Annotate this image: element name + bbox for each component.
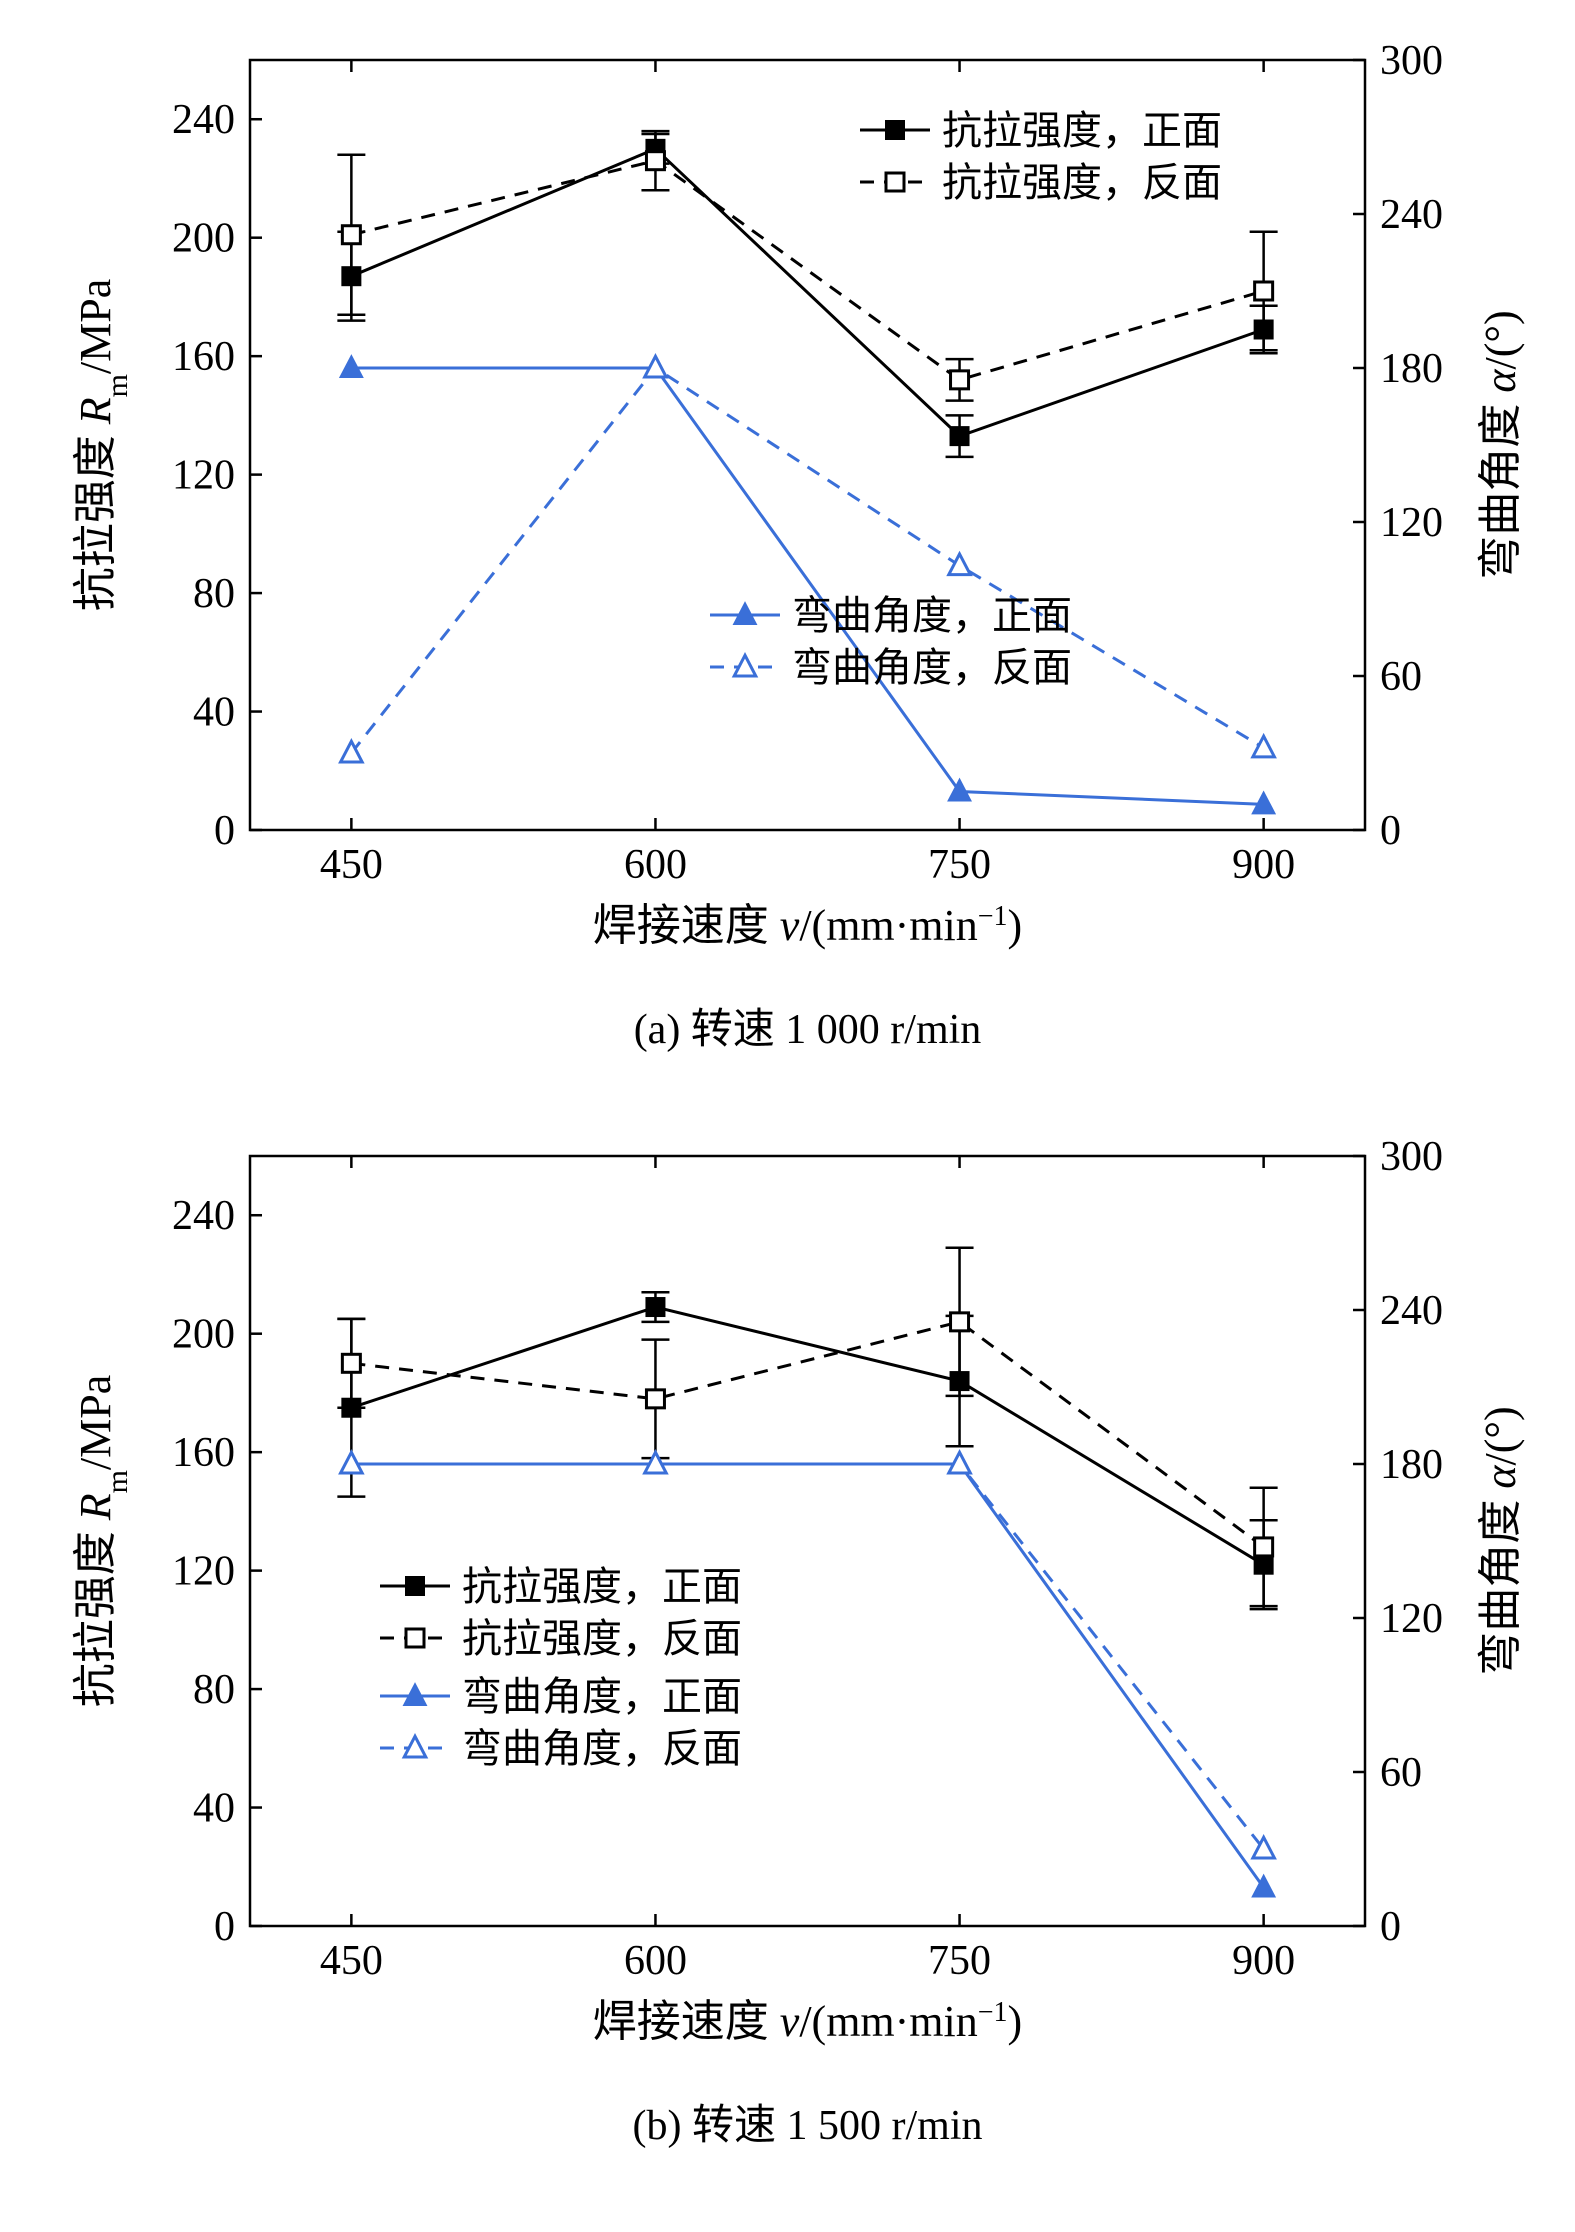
svg-text:900: 900 — [1232, 1938, 1295, 1984]
svg-text:750: 750 — [928, 1938, 991, 1984]
subplot-b: 450 600 750 900 0 40 80 120 160 200 240 0 60 120 180 24… — [20, 1116, 1575, 2152]
svg-text:0: 0 — [214, 1904, 235, 1950]
svg-text:900: 900 — [1232, 842, 1295, 888]
svg-text:80: 80 — [193, 1667, 235, 1713]
svg-text:弯曲角度，正面: 弯曲角度，正面 — [462, 1674, 742, 1719]
svg-text:0: 0 — [1380, 808, 1401, 854]
svg-text:450: 450 — [320, 842, 383, 888]
svg-text:600: 600 — [624, 1938, 687, 1984]
svg-text:弯曲角度，反面: 弯曲角度，反面 — [462, 1726, 742, 1771]
svg-text:弯曲角度 α/(°): 弯曲角度 α/(°) — [1476, 1406, 1525, 1675]
svg-text:焊接速度 v/(mm·min−1): 焊接速度 v/(mm·min−1) — [593, 901, 1022, 951]
svg-text:200: 200 — [172, 216, 235, 262]
svg-text:0: 0 — [1380, 1904, 1401, 1950]
svg-text:60: 60 — [1380, 654, 1422, 700]
svg-text:300: 300 — [1380, 1134, 1443, 1180]
svg-text:120: 120 — [172, 453, 235, 499]
svg-text:弯曲角度，反面: 弯曲角度，反面 — [792, 645, 1072, 690]
figure-container: 4506007509000408012016020024006012018024… — [20, 20, 1575, 2152]
svg-text:240: 240 — [1380, 192, 1443, 238]
svg-text:0: 0 — [214, 808, 235, 854]
subplot-a: 450 600 750 900 0 40 80 120 160 200 240 0 60 120 180 24… — [20, 20, 1575, 1056]
svg-text:160: 160 — [172, 1430, 235, 1476]
svg-text:40: 40 — [193, 690, 235, 736]
svg-text:300: 300 — [1380, 38, 1443, 84]
svg-text:600: 600 — [624, 842, 687, 888]
svg-text:200: 200 — [172, 1312, 235, 1358]
svg-text:450: 450 — [320, 1938, 383, 1984]
svg-text:750: 750 — [928, 842, 991, 888]
svg-text:120: 120 — [172, 1549, 235, 1595]
svg-text:40: 40 — [193, 1786, 235, 1832]
svg-text:焊接速度 v/(mm·min−1): 焊接速度 v/(mm·min−1) — [593, 1997, 1022, 2047]
chart-canvas-a: 450 600 750 900 0 40 80 120 160 200 240 0 60 120 180 24… — [20, 20, 1575, 980]
svg-text:120: 120 — [1380, 1596, 1443, 1642]
svg-text:80: 80 — [193, 571, 235, 617]
svg-text:抗拉强度 Rm/MPa: 抗拉强度 Rm/MPa — [71, 1375, 134, 1708]
svg-text:抗拉强度，反面: 抗拉强度，反面 — [462, 1616, 742, 1661]
svg-text:弯曲角度 α/(°): 弯曲角度 α/(°) — [1476, 310, 1525, 579]
svg-text:120: 120 — [1380, 500, 1443, 546]
chart-canvas-b: 450 600 750 900 0 40 80 120 160 200 240 0 60 120 180 24… — [20, 1116, 1575, 2076]
svg-text:弯曲角度，正面: 弯曲角度，正面 — [792, 593, 1072, 638]
svg-text:240: 240 — [172, 97, 235, 143]
svg-text:抗拉强度 Rm/MPa: 抗拉强度 Rm/MPa — [71, 279, 134, 612]
svg-text:180: 180 — [1380, 1442, 1443, 1488]
svg-text:抗拉强度，正面: 抗拉强度，正面 — [942, 108, 1222, 153]
svg-text:240: 240 — [172, 1193, 235, 1239]
caption-a: (a) 转速 1 000 r/min — [20, 995, 1575, 1056]
svg-text:160: 160 — [172, 334, 235, 380]
svg-text:240: 240 — [1380, 1288, 1443, 1334]
svg-text:抗拉强度，反面: 抗拉强度，反面 — [942, 160, 1222, 205]
svg-text:180: 180 — [1380, 346, 1443, 392]
svg-text:60: 60 — [1380, 1750, 1422, 1796]
svg-text:抗拉强度，正面: 抗拉强度，正面 — [462, 1564, 742, 1609]
caption-b: (b) 转速 1 500 r/min — [20, 2091, 1575, 2152]
